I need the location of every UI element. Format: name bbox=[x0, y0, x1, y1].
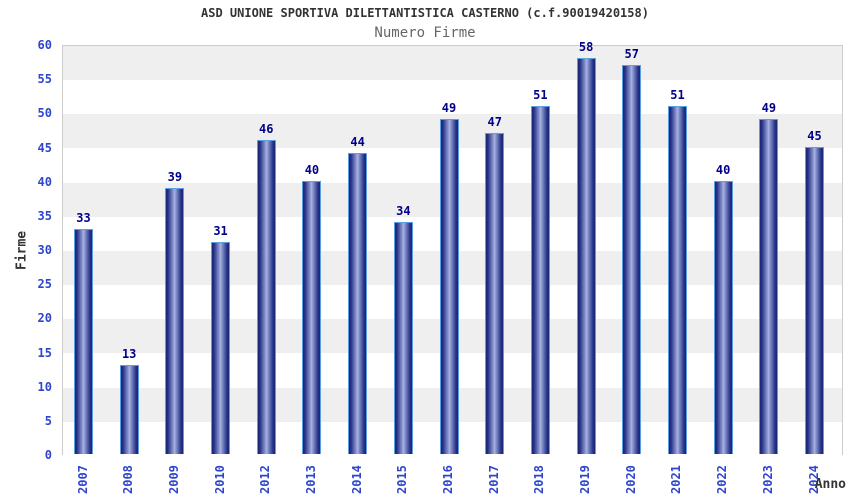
y-tick-label: 25 bbox=[37, 277, 52, 292]
x-tick-label: 2013 bbox=[303, 465, 318, 495]
x-axis-title: Anno bbox=[814, 477, 846, 492]
bar-value-label: 44 bbox=[350, 135, 365, 150]
x-tick-label: 2010 bbox=[212, 465, 227, 495]
bar-2010 bbox=[211, 242, 231, 454]
bar-2007 bbox=[74, 228, 93, 454]
x-tick-label: 2021 bbox=[669, 465, 684, 495]
x-tick-label: 2019 bbox=[578, 465, 593, 495]
bar-2020 bbox=[622, 64, 642, 454]
bar-2022 bbox=[713, 180, 733, 454]
bar-2016 bbox=[439, 119, 459, 454]
bar-value-label: 58 bbox=[578, 39, 594, 54]
y-tick-label: 60 bbox=[37, 38, 52, 52]
bar-value-label: 34 bbox=[396, 203, 411, 218]
bar-2021 bbox=[667, 105, 687, 454]
x-tick-label: 2020 bbox=[623, 465, 638, 495]
x-tick-label: 2012 bbox=[258, 465, 273, 495]
bar-value-label: 51 bbox=[533, 87, 548, 102]
x-tick-label: 2008 bbox=[121, 465, 136, 495]
bar-2014 bbox=[348, 153, 368, 454]
chart-subtitle: Numero Firme bbox=[374, 25, 476, 41]
bar-2013 bbox=[302, 180, 322, 454]
x-tick-label: 2017 bbox=[486, 465, 501, 495]
bar-value-label: 33 bbox=[76, 210, 91, 225]
y-tick-label: 10 bbox=[37, 379, 52, 394]
bar-value-label: 57 bbox=[624, 46, 639, 61]
grid-band bbox=[63, 46, 842, 81]
bar-2024 bbox=[805, 146, 825, 454]
x-tick-label: 2009 bbox=[166, 465, 181, 495]
bar-value-label: 47 bbox=[487, 114, 502, 129]
y-tick-label: 50 bbox=[37, 106, 52, 121]
bar-value-label: 13 bbox=[121, 347, 137, 362]
bar-2017 bbox=[485, 132, 505, 454]
x-tick-label: 2015 bbox=[395, 465, 410, 495]
bar-2019 bbox=[576, 57, 596, 454]
grid-band bbox=[63, 80, 842, 115]
x-tick-label: 2022 bbox=[715, 465, 730, 495]
chart-title: ASD UNIONE SPORTIVA DILETTANTISTICA CAST… bbox=[201, 6, 649, 20]
bar-value-label: 46 bbox=[259, 121, 274, 136]
bar-value-label: 39 bbox=[167, 169, 183, 184]
bar-value-label: 51 bbox=[670, 87, 685, 102]
y-tick-label: 35 bbox=[37, 208, 52, 223]
bar-value-label: 45 bbox=[807, 128, 822, 143]
y-tick-label: 40 bbox=[37, 174, 52, 189]
y-tick-label: 15 bbox=[37, 345, 52, 360]
bar-value-label: 49 bbox=[441, 101, 457, 116]
bar-value-label: 40 bbox=[304, 162, 320, 177]
bar-2009 bbox=[165, 187, 185, 454]
y-tick-label: 5 bbox=[44, 413, 52, 428]
bar-2008 bbox=[119, 365, 139, 454]
bar-2023 bbox=[759, 119, 779, 454]
bar-value-label: 49 bbox=[761, 101, 777, 116]
bar-2015 bbox=[393, 221, 413, 454]
bar-value-label: 31 bbox=[213, 224, 228, 239]
y-tick-label: 45 bbox=[37, 140, 52, 155]
plot-area: 33 13 39 31 46 40 44 34 49 47 51 58 57 51 40 49 45 bbox=[62, 40, 843, 456]
x-tick-label: 2023 bbox=[760, 465, 775, 495]
y-tick-label: 30 bbox=[37, 243, 52, 257]
y-tick-label: 55 bbox=[37, 72, 52, 87]
bars-layer: 33 13 39 31 46 40 44 34 49 47 51 58 57 51 40 49 45 bbox=[63, 40, 842, 454]
x-tick-label: 2016 bbox=[441, 465, 456, 495]
bar-value-label: 40 bbox=[715, 162, 731, 177]
x-tick-label: 2014 bbox=[349, 465, 364, 495]
y-tick-label: 0 bbox=[44, 448, 52, 462]
bar-2012 bbox=[256, 139, 276, 454]
y-tick-label: 20 bbox=[37, 311, 52, 326]
bar-2018 bbox=[530, 105, 550, 454]
x-tick-label: 2007 bbox=[75, 465, 90, 495]
x-tick-label: 2018 bbox=[532, 465, 547, 495]
